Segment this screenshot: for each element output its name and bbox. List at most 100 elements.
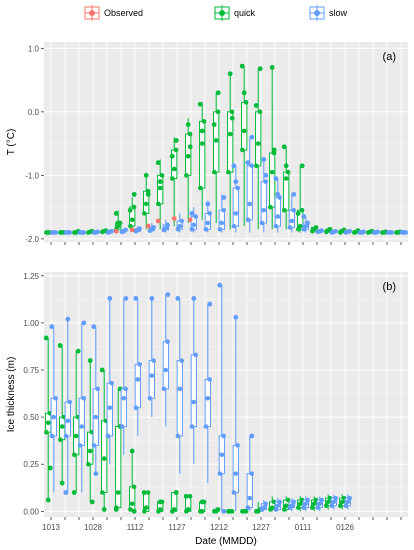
data-point: [313, 225, 319, 230]
data-point: [87, 358, 93, 363]
legend-key-point: [314, 10, 320, 16]
y-tick-label: 1.0: [28, 44, 40, 53]
data-point: [73, 433, 79, 439]
data-point: [285, 169, 291, 175]
data-point: [71, 490, 77, 495]
data-point: [145, 490, 151, 495]
data-point: [107, 295, 113, 301]
data-point: [339, 499, 345, 505]
x-tick-label: 1212: [210, 523, 228, 532]
data-point: [310, 505, 315, 510]
data-point: [57, 343, 63, 348]
data-point: [271, 147, 277, 153]
y-tick-label: 1.25: [23, 272, 39, 281]
data-point: [299, 163, 305, 169]
data-point: [143, 172, 149, 178]
data-point: [249, 163, 254, 169]
data-point: [65, 316, 71, 322]
x-tick-label: 1227: [252, 523, 270, 532]
data-point: [221, 195, 227, 200]
data-point: [141, 490, 147, 495]
data-point: [235, 443, 240, 448]
data-point: [275, 503, 281, 508]
data-point: [254, 163, 259, 169]
data-point: [233, 179, 239, 185]
data-point: [81, 230, 86, 235]
data-point: [185, 153, 191, 159]
data-point: [155, 160, 161, 166]
data-point: [87, 448, 93, 454]
y-tick-label: 0.50: [23, 413, 39, 422]
data-point: [319, 228, 324, 233]
data-point: [157, 507, 163, 512]
data-point: [157, 185, 163, 191]
data-point: [165, 292, 171, 298]
box: [255, 111, 262, 167]
data-point: [233, 314, 239, 320]
data-point: [161, 386, 167, 392]
data-point: [283, 503, 289, 508]
data-point: [303, 501, 309, 507]
data-point: [333, 228, 338, 234]
data-point: [131, 204, 137, 210]
data-point: [257, 66, 263, 72]
data-point: [219, 452, 225, 458]
data-point: [229, 115, 235, 121]
data-point: [109, 380, 114, 386]
box: [241, 101, 248, 151]
box: [148, 360, 155, 399]
data-point: [199, 128, 205, 134]
data-point: [170, 176, 175, 181]
data-point: [189, 211, 195, 216]
data-point: [207, 211, 212, 216]
data-point: [291, 191, 297, 197]
data-point: [257, 109, 263, 115]
data-point: [227, 71, 233, 77]
data-point: [277, 499, 282, 505]
data-point: [193, 352, 198, 358]
data-point: [142, 509, 147, 514]
data-point: [296, 505, 301, 510]
data-point: [109, 228, 114, 234]
data-point: [173, 147, 179, 153]
data-point: [187, 144, 193, 150]
data-point: [53, 395, 58, 401]
data-point: [375, 229, 380, 235]
box: [204, 378, 211, 428]
data-point: [185, 507, 191, 512]
legend-label-observed: Observed: [104, 8, 143, 18]
data-point: [269, 169, 275, 175]
data-point: [333, 495, 338, 501]
data-point: [263, 179, 268, 184]
data-point: [107, 405, 113, 410]
data-point: [291, 499, 296, 505]
data-point: [331, 499, 337, 505]
data-point: [273, 223, 279, 229]
data-point: [65, 418, 71, 424]
data-point: [131, 191, 137, 197]
data-point: [193, 214, 198, 219]
box: [246, 165, 253, 221]
data-point: [175, 433, 181, 439]
data-point: [101, 456, 107, 461]
data-point: [345, 499, 351, 505]
data-point: [249, 134, 255, 140]
data-point: [317, 501, 323, 507]
data-point: [128, 223, 133, 229]
x-tick-label: 0111: [295, 523, 312, 532]
data-point: [137, 362, 142, 367]
data-point: [255, 141, 261, 146]
data-point: [75, 348, 81, 354]
data-point: [189, 424, 195, 429]
data-point: [179, 218, 184, 224]
data-point: [159, 173, 165, 178]
data-point: [185, 122, 191, 127]
data-point: [203, 424, 209, 429]
data-point: [205, 201, 211, 207]
data-point: [247, 201, 253, 207]
data-point: [199, 509, 205, 514]
data-point: [233, 471, 239, 476]
data-point: [261, 157, 267, 162]
data-point: [311, 501, 317, 507]
